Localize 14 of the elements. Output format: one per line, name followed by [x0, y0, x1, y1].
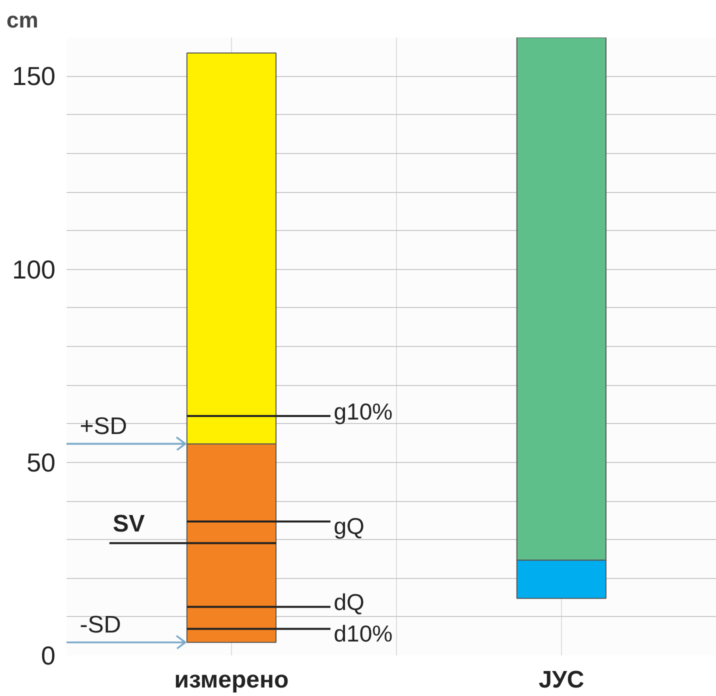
y-tick-label: 0 — [41, 640, 56, 670]
x-tick-label: измерено — [174, 666, 289, 694]
ref-line-label: SV — [112, 510, 145, 538]
ref-line-label: -SD — [80, 612, 122, 639]
ref-line-label: d10% — [334, 620, 393, 646]
ref-line-label: g10% — [334, 398, 393, 424]
y-tick-label: 100 — [12, 254, 56, 284]
y-tick-label: 150 — [12, 61, 56, 92]
x-tick-label: ЈУС — [538, 666, 584, 694]
ref-line-label: +SD — [80, 412, 128, 440]
ref-line-label: dQ — [334, 589, 364, 616]
y-axis-title: cm — [6, 8, 38, 32]
ref-line-label: gQ — [334, 513, 364, 540]
y-tick-label: 50 — [26, 447, 56, 478]
